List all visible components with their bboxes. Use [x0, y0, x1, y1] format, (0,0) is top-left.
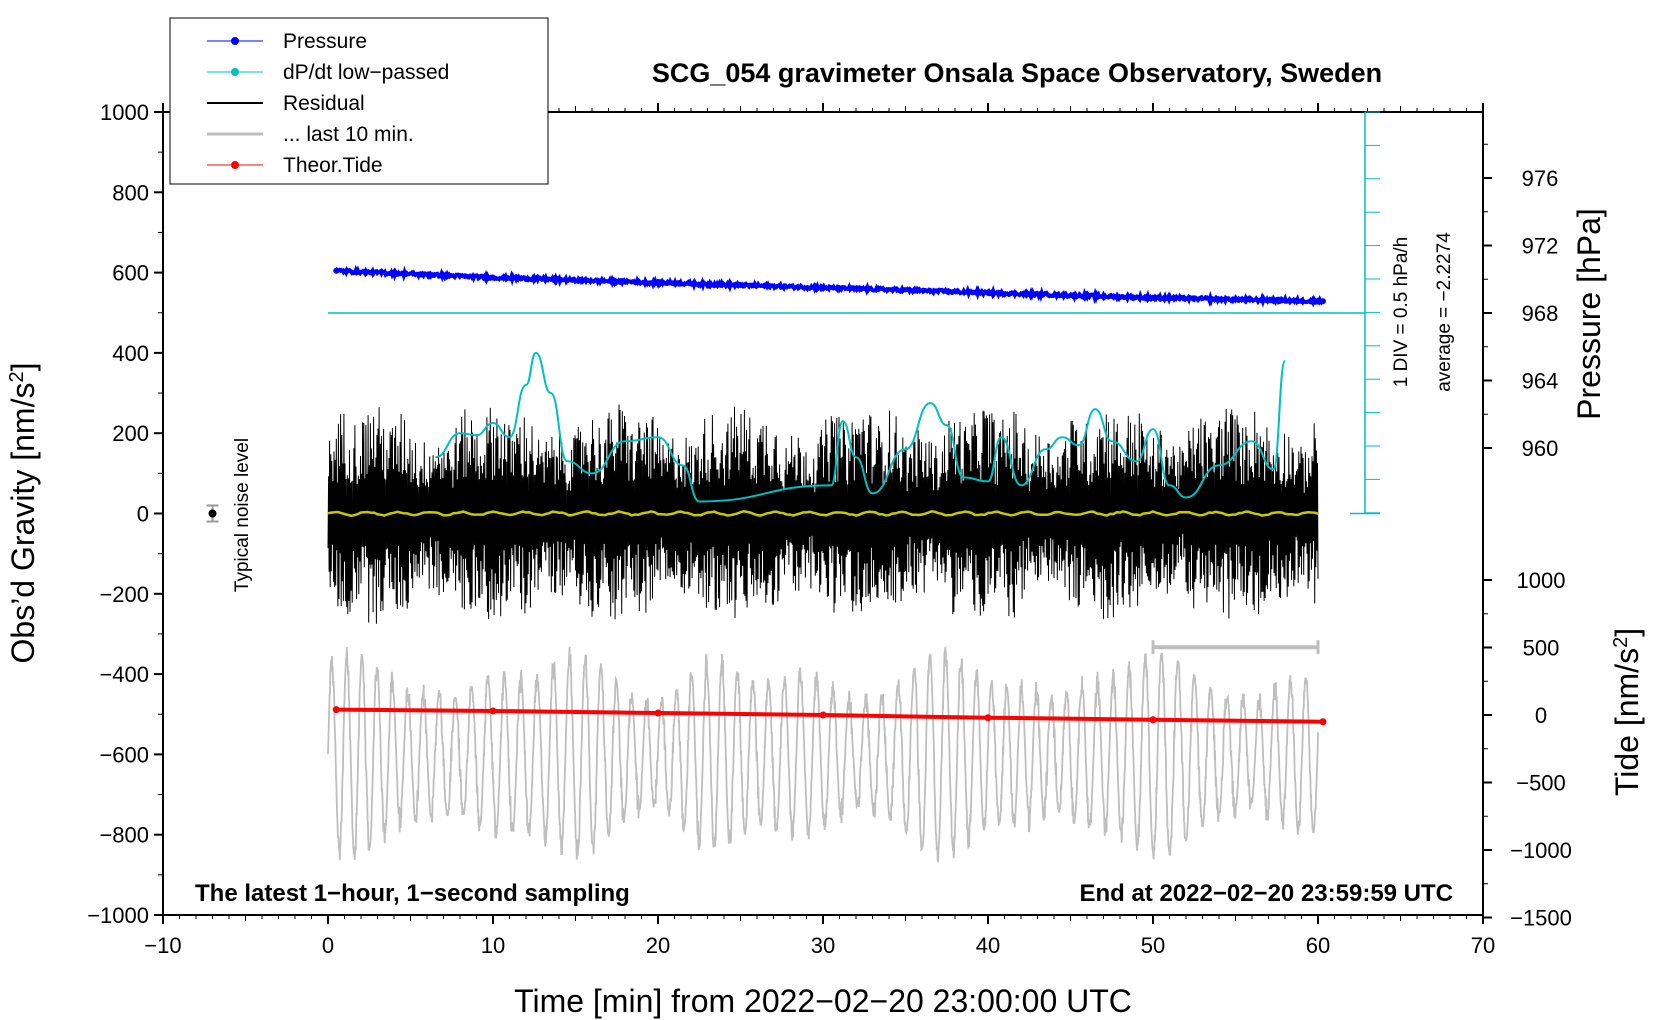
theor-tide-point [1149, 716, 1157, 724]
y-tick-label: 1000 [100, 100, 149, 125]
pressure-tick-label: 964 [1522, 369, 1559, 394]
tide-tick-label: 500 [1523, 636, 1560, 661]
legend-label: Pressure [283, 30, 367, 53]
y-tick-label: −800 [99, 823, 149, 848]
theor-tide-point [332, 706, 340, 714]
annotation-end-time: End at 2022−02−20 23:59:59 UTC [1079, 880, 1453, 907]
y-tick-label: 400 [112, 341, 149, 366]
legend-box [169, 17, 549, 185]
theor-tide-point [489, 707, 497, 715]
x-tick-label: 0 [322, 933, 334, 958]
y-tick-label: 600 [112, 261, 149, 286]
last-10-min-line [327, 646, 1319, 863]
legend-label: Residual [283, 92, 365, 115]
tide-tick-label: 1000 [1517, 568, 1566, 593]
theor-tide-point [819, 711, 827, 719]
y-axis-label-tide: Tide [nm/s2] [1609, 628, 1645, 796]
y-tick-label: 0 [137, 502, 149, 527]
legend-marker [231, 37, 239, 45]
legend-marker [231, 68, 239, 76]
theor-tide-series [332, 706, 1327, 726]
axis-ticks: −10 0 10 20 30 40 50 60 70 1000 800 600 400 200 0 −200 −… [87, 100, 1572, 958]
pressure-tick-label: 976 [1522, 166, 1559, 191]
annotation-noise-level: Typical noise level [232, 438, 253, 592]
x-tick-label: 30 [811, 933, 835, 958]
residual-line [327, 404, 1319, 624]
tide-tick-label: −1500 [1510, 906, 1572, 931]
pressure-point [333, 267, 340, 274]
dpdt-line [435, 351, 1286, 503]
residual-mean-line [327, 510, 1319, 517]
pressure-point [1150, 294, 1156, 301]
misc-marks [206, 504, 1320, 655]
legend-label: dP/dt low−passed [283, 61, 449, 84]
x-tick-label: 10 [481, 933, 505, 958]
x-tick-label: 40 [976, 933, 1000, 958]
legend-marker [231, 161, 239, 169]
chart-title: SCG_054 gravimeter Onsala Space Observat… [652, 58, 1382, 88]
x-tick-label: −10 [144, 933, 181, 958]
y-tick-label: −600 [99, 742, 149, 767]
y-tick-label: −400 [99, 662, 149, 687]
theor-tide-point [654, 709, 662, 717]
y-axis-label-pressure: Pressure [hPa] [1571, 208, 1607, 420]
theor-tide-point [1319, 718, 1327, 726]
noise-marker [208, 509, 217, 518]
dpdt-series [328, 111, 1380, 515]
y-tick-label: −200 [99, 582, 149, 607]
residual-series [327, 404, 1319, 624]
annotation-sampling: The latest 1−hour, 1−second sampling [195, 880, 630, 907]
y-tick-label: 800 [112, 180, 149, 205]
legend-label: Theor.Tide [283, 154, 383, 177]
pressure-series [333, 264, 1326, 308]
pressure-point [1319, 298, 1326, 305]
x-tick-label: 70 [1471, 933, 1495, 958]
x-tick-label: 50 [1141, 933, 1165, 958]
pressure-point [820, 284, 826, 291]
legend-label: ... last 10 min. [283, 123, 414, 146]
y-tick-label: 200 [112, 421, 149, 446]
pressure-tick-label: 968 [1522, 301, 1559, 326]
x-tick-label: 60 [1306, 933, 1330, 958]
pressure-tick-label: 972 [1522, 234, 1559, 259]
y-axis-label-left: Obs’d Gravity [nm/s2] [5, 363, 41, 664]
tide-tick-label: −1000 [1510, 838, 1572, 863]
pressure-point [985, 289, 991, 296]
annotation-dpdt-average: average = −2.2274 [1434, 232, 1455, 392]
x-axis-label: Time [min] from 2022−02−20 23:00:00 UTC [514, 983, 1132, 1019]
pressure-line [334, 264, 1324, 308]
annotation-dpdt-scale: 1 DIV = 0.5 hPa/h [1391, 237, 1412, 388]
pressure-point [490, 274, 496, 281]
tide-tick-label: 0 [1535, 703, 1547, 728]
pressure-point [655, 279, 661, 286]
x-tick-label: 20 [646, 933, 670, 958]
y-tick-label: −1000 [87, 903, 149, 928]
tide-tick-label: −500 [1516, 771, 1566, 796]
legend: Pressure dP/dt low−passed Residual ... last… [169, 17, 549, 185]
pressure-tick-label: 960 [1522, 436, 1559, 461]
last-10-min-series [327, 646, 1319, 863]
theor-tide-point [984, 714, 992, 722]
